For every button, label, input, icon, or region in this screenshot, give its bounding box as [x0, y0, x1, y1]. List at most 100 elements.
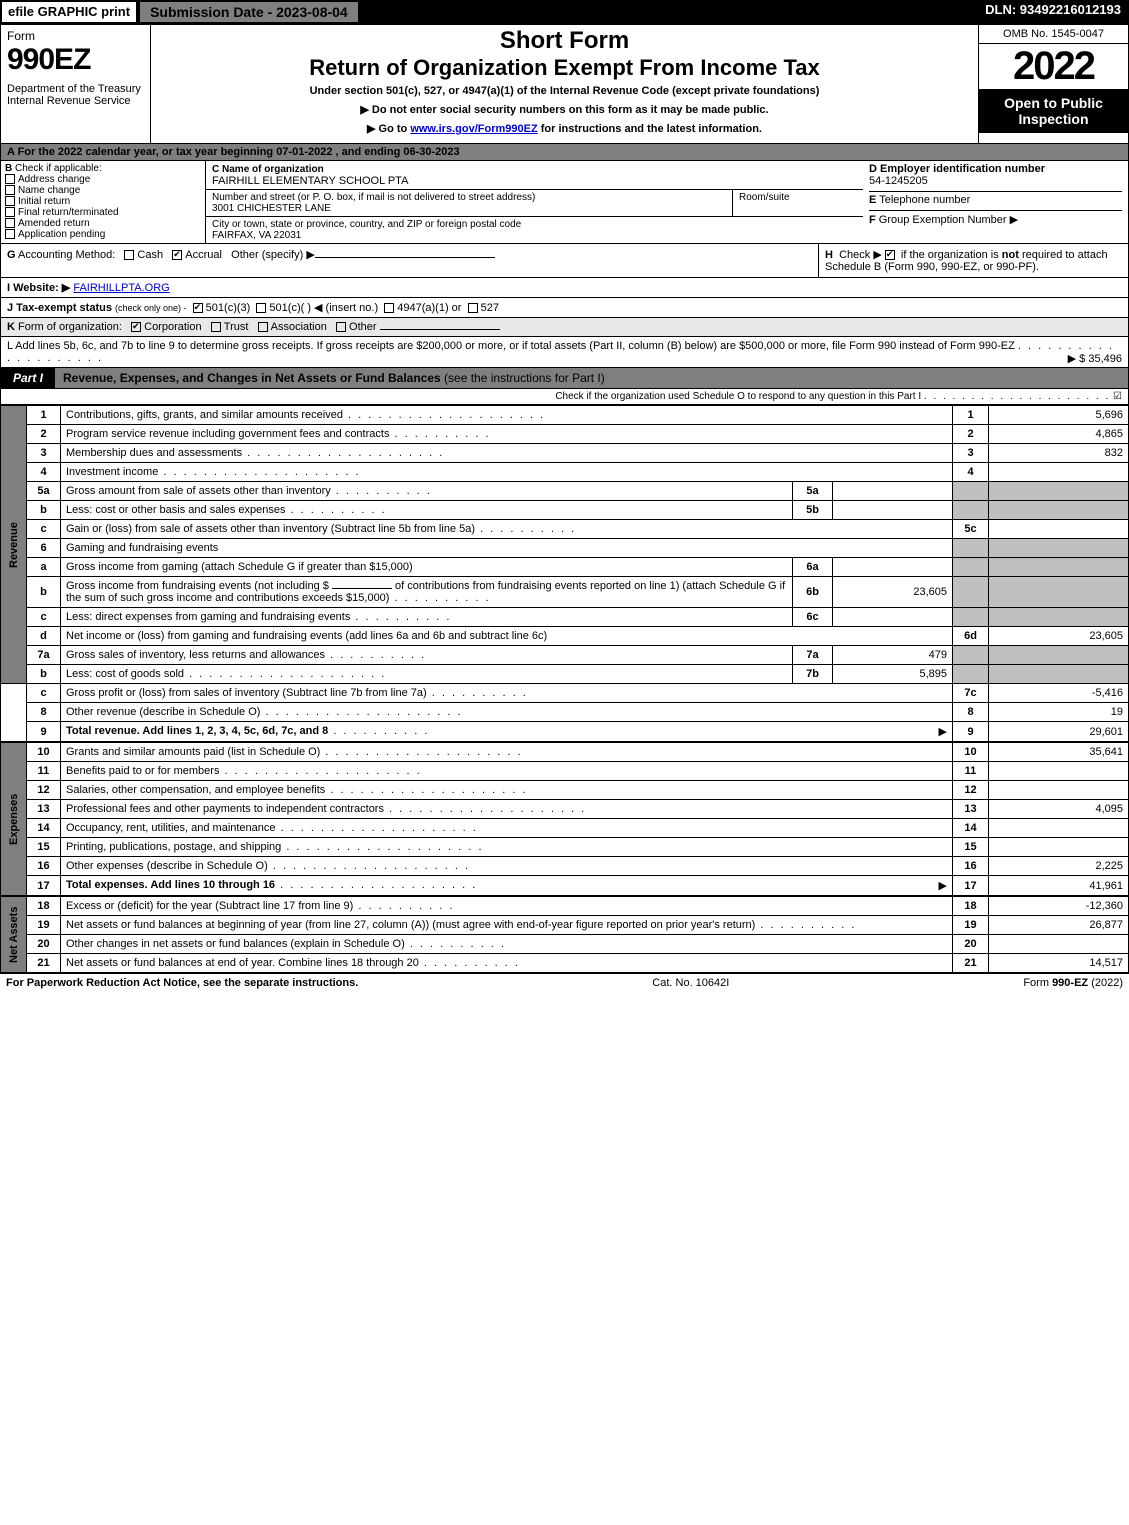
line-5c: c Gain or (loss) from sale of assets oth… — [1, 520, 1129, 539]
goto-pre: ▶ Go to — [367, 123, 410, 135]
ln4-num: 4 — [27, 463, 61, 482]
chk-initial-return[interactable] — [5, 196, 15, 206]
ln17-desc: Total expenses. Add lines 10 through 16 — [66, 879, 275, 891]
ln16-num: 16 — [27, 857, 61, 876]
f-text: Group Exemption Number ▶ — [879, 214, 1018, 226]
ln12-col: 12 — [953, 781, 989, 800]
chk-accrual[interactable] — [172, 250, 182, 260]
ln6a-sub: 6a — [793, 558, 833, 577]
col-b-checkboxes: B Check if applicable: Address change Na… — [1, 161, 206, 243]
row-i-website: I Website: ▶ FAIRHILLPTA.ORG — [0, 278, 1129, 298]
ln5a-num: 5a — [27, 482, 61, 501]
chk-name-change[interactable] — [5, 185, 15, 195]
chk-association[interactable] — [258, 322, 268, 332]
ln14-val — [989, 819, 1129, 838]
ln7c-desc: Gross profit or (loss) from sales of inv… — [66, 687, 427, 699]
schedule-b-check: H Check ▶ if the organization is not req… — [818, 244, 1128, 277]
ln9-num: 9 — [27, 722, 61, 742]
ln2-desc: Program service revenue including govern… — [66, 428, 389, 440]
ln21-col: 21 — [953, 954, 989, 973]
ln18-val: -12,360 — [989, 897, 1129, 916]
ln17-col: 17 — [953, 876, 989, 896]
ln15-desc: Printing, publications, postage, and shi… — [66, 841, 281, 853]
chk-final-return[interactable] — [5, 207, 15, 217]
ln7b-sv: 5,895 — [833, 665, 953, 684]
ln6b-sv: 23,605 — [833, 577, 953, 608]
other-specify-line[interactable] — [315, 257, 495, 258]
line-3: 3 Membership dues and assessments 3 832 — [1, 444, 1129, 463]
ln13-val: 4,095 — [989, 800, 1129, 819]
e-text: Telephone number — [879, 194, 970, 206]
chk-address-change[interactable] — [5, 174, 15, 184]
b-text: Check if applicable: — [15, 163, 102, 174]
ln7b-greyv — [989, 665, 1129, 684]
chk-trust[interactable] — [211, 322, 221, 332]
g-label: G — [7, 249, 16, 261]
ln9-val: 29,601 — [989, 722, 1129, 742]
city-row: City or town, state or province, country… — [206, 217, 863, 243]
chk-501c3[interactable] — [193, 303, 203, 313]
chk-4947[interactable] — [384, 303, 394, 313]
c-text: Name of organization — [222, 164, 324, 175]
line-16: 16 Other expenses (describe in Schedule … — [1, 857, 1129, 876]
ln8-val: 19 — [989, 703, 1129, 722]
revenue-table: Revenue 1 Contributions, gifts, grants, … — [0, 405, 1129, 742]
return-title: Return of Organization Exempt From Incom… — [159, 55, 970, 81]
ln17-num: 17 — [27, 876, 61, 896]
efile-print-label[interactable]: efile GRAPHIC print — [0, 0, 138, 24]
part1-sub-dots — [924, 391, 1110, 402]
ln4-val — [989, 463, 1129, 482]
open-public-label: Open to Public Inspection — [979, 89, 1128, 133]
ln6a-grey — [953, 558, 989, 577]
ln8-col: 8 — [953, 703, 989, 722]
line-6b: b Gross income from fundraising events (… — [1, 577, 1129, 608]
form-word: Form — [7, 29, 144, 43]
ln6b-greyv — [989, 577, 1129, 608]
chk-cash[interactable] — [124, 250, 134, 260]
line-5a: 5a Gross amount from sale of assets othe… — [1, 482, 1129, 501]
part1-tab: Part I — [1, 368, 55, 388]
i-label: I Website: ▶ — [7, 282, 70, 294]
ln9-desc: Total revenue. Add lines 1, 2, 3, 4, 5c,… — [66, 725, 328, 737]
chk-501c[interactable] — [256, 303, 266, 313]
ln19-desc: Net assets or fund balances at beginning… — [66, 919, 755, 931]
ln6-desc: Gaming and fundraising events — [61, 539, 953, 558]
ln20-val — [989, 935, 1129, 954]
ln6d-num: d — [27, 627, 61, 646]
city-label: City or town, state or province, country… — [212, 219, 521, 230]
form-header: Form 990EZ Department of the Treasury In… — [0, 24, 1129, 144]
addr-label: Number and street (or P. O. box, if mail… — [212, 192, 535, 203]
section-bcdef: B Check if applicable: Address change Na… — [0, 161, 1129, 244]
line-5b: b Less: cost or other basis and sales ex… — [1, 501, 1129, 520]
ln6a-num: a — [27, 558, 61, 577]
ln1-val: 5,696 — [989, 406, 1129, 425]
opt-application-pending: Application pending — [18, 229, 105, 240]
ein-value: 54-1245205 — [869, 175, 1122, 187]
irs-link[interactable]: www.irs.gov/Form990EZ — [410, 123, 537, 135]
ln6a-desc: Gross income from gaming (attach Schedul… — [66, 561, 413, 573]
ln7a-sub: 7a — [793, 646, 833, 665]
part1-title-row: Revenue, Expenses, and Changes in Net As… — [55, 368, 1128, 388]
chk-schedule-b[interactable] — [885, 250, 895, 260]
chk-application-pending[interactable] — [5, 229, 15, 239]
ln8-desc: Other revenue (describe in Schedule O) — [66, 706, 260, 718]
ln10-col: 10 — [953, 743, 989, 762]
opt-name-change: Name change — [18, 185, 80, 196]
j-opt2: 501(c)( ) ◀ (insert no.) — [269, 302, 378, 314]
website-link[interactable]: FAIRHILLPTA.ORG — [73, 282, 169, 294]
opt-amended-return: Amended return — [18, 218, 90, 229]
chk-527[interactable] — [468, 303, 478, 313]
chk-other-org[interactable] — [336, 322, 346, 332]
ln6b-blank[interactable] — [332, 588, 392, 589]
org-name-row: C Name of organization FAIRHILL ELEMENTA… — [206, 161, 863, 190]
ln6c-num: c — [27, 608, 61, 627]
other-org-line[interactable] — [380, 329, 500, 330]
part1-sub-text: Check if the organization used Schedule … — [555, 391, 921, 402]
chk-amended-return[interactable] — [5, 218, 15, 228]
part1-checked-icon[interactable]: ☑ — [1113, 391, 1122, 402]
line-4: 4 Investment income 4 — [1, 463, 1129, 482]
line-17: 17 Total expenses. Add lines 10 through … — [1, 876, 1129, 896]
d-label: D Employer identification number — [869, 163, 1122, 175]
footer-cat-no: Cat. No. 10642I — [652, 977, 729, 989]
chk-corporation[interactable] — [131, 322, 141, 332]
